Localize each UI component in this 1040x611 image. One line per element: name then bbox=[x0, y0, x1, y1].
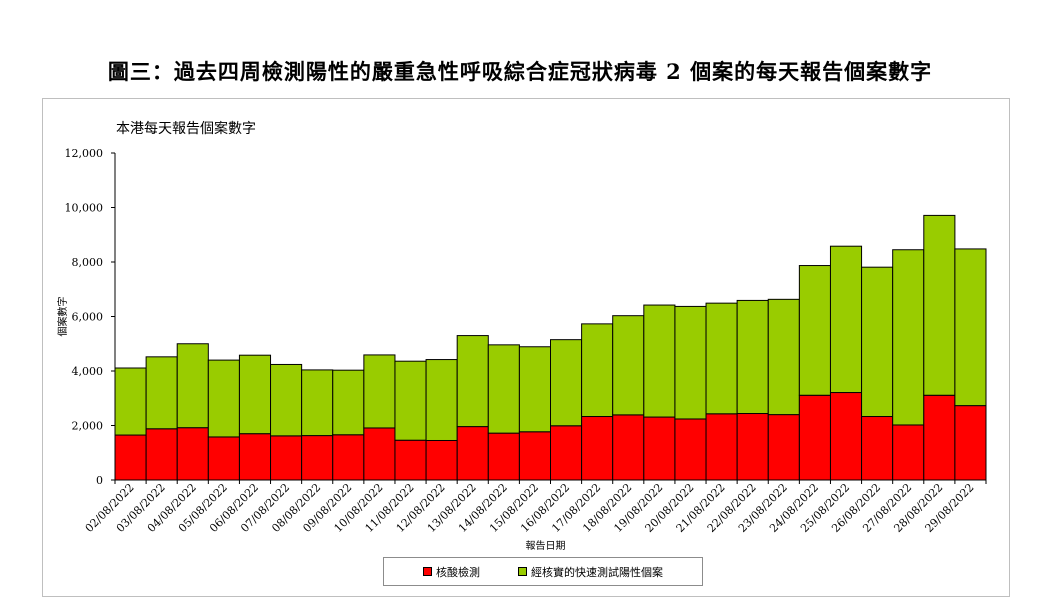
bar-rat bbox=[425, 359, 458, 441]
y-tick-label: 8,000 bbox=[72, 256, 104, 269]
bar-pcr bbox=[145, 428, 178, 481]
bar-rat bbox=[861, 266, 894, 418]
bar-pcr bbox=[238, 433, 272, 481]
bar-pcr bbox=[705, 413, 738, 481]
bar-pcr bbox=[550, 425, 583, 481]
bar-rat bbox=[394, 360, 427, 441]
bar-pcr bbox=[767, 414, 800, 481]
chart-title: 本港每天報告個案數字 bbox=[116, 121, 256, 137]
bar-rat bbox=[550, 339, 583, 427]
bar-pcr bbox=[394, 439, 427, 481]
chart-legend: 核酸檢測 經核實的快速測試陽性個案 bbox=[383, 557, 703, 586]
bar-rat bbox=[798, 265, 831, 396]
bar-rat bbox=[176, 343, 209, 429]
bar-rat bbox=[301, 369, 334, 437]
bar-pcr bbox=[270, 435, 303, 481]
bar-rat bbox=[456, 335, 489, 428]
bar-rat bbox=[612, 315, 645, 416]
bar-pcr bbox=[736, 413, 769, 481]
bar-pcr bbox=[518, 431, 552, 481]
y-tick-label: 12,000 bbox=[65, 147, 104, 160]
bar-pcr bbox=[829, 392, 863, 481]
bar-rat bbox=[643, 304, 676, 418]
legend-item-rat: 經核實的快速測試陽性個案 bbox=[518, 564, 663, 580]
bar-rat bbox=[207, 359, 240, 438]
bar-pcr bbox=[954, 405, 987, 481]
bar-pcr bbox=[861, 416, 894, 481]
bar-rat bbox=[674, 305, 707, 420]
bar-pcr bbox=[674, 418, 707, 481]
bar-pcr bbox=[207, 436, 240, 481]
bar-rat bbox=[518, 346, 552, 433]
legend-swatch-rat bbox=[518, 567, 527, 576]
y-tick-label: 6,000 bbox=[72, 311, 104, 324]
bar-pcr bbox=[487, 432, 520, 481]
bar-rat bbox=[145, 356, 178, 430]
bar-rat bbox=[238, 354, 272, 435]
bar-rat bbox=[270, 363, 303, 437]
bar-rat bbox=[114, 367, 147, 436]
x-axis-title: 報告日期 bbox=[526, 539, 566, 552]
legend-swatch-pcr bbox=[423, 567, 432, 576]
bar-rat bbox=[363, 354, 396, 429]
bar-rat bbox=[736, 299, 769, 415]
bar-rat bbox=[705, 302, 738, 415]
page-title: 圖三：過去四周檢測陽性的嚴重急性呼吸綜合症冠狀病毒 2 個案的每天報告個案數字 bbox=[107, 59, 933, 84]
bar-rat bbox=[332, 369, 365, 436]
bar-pcr bbox=[643, 416, 676, 481]
legend-item-pcr: 核酸檢測 bbox=[423, 564, 480, 580]
bar-pcr bbox=[612, 414, 645, 481]
y-tick-label: 0 bbox=[96, 474, 103, 487]
bar-pcr bbox=[176, 427, 209, 481]
legend-label-rat: 經核實的快速測試陽性個案 bbox=[531, 565, 663, 579]
bar-pcr bbox=[114, 434, 147, 481]
y-tick-label: 2,000 bbox=[72, 420, 104, 433]
bar-pcr bbox=[456, 426, 489, 481]
y-tick-label: 4,000 bbox=[72, 365, 104, 378]
bar-pcr bbox=[363, 427, 396, 481]
bar-rat bbox=[767, 298, 800, 416]
bar-rat bbox=[581, 323, 614, 418]
bar-rat bbox=[829, 245, 863, 394]
bar-rat bbox=[954, 248, 987, 407]
bar-pcr bbox=[798, 394, 831, 481]
bar-pcr bbox=[923, 394, 956, 481]
bar-rat bbox=[487, 344, 520, 434]
bar-pcr bbox=[892, 424, 925, 481]
y-tick-label: 10,000 bbox=[65, 202, 104, 215]
y-axis-title: 個案數字 bbox=[56, 297, 69, 337]
bar-pcr bbox=[425, 439, 458, 481]
bar-pcr bbox=[581, 416, 614, 481]
bar-pcr bbox=[301, 435, 334, 481]
bar-rat bbox=[892, 249, 925, 426]
bar-pcr bbox=[332, 434, 365, 481]
legend-label-pcr: 核酸檢測 bbox=[436, 565, 480, 579]
bar-rat bbox=[923, 214, 956, 396]
